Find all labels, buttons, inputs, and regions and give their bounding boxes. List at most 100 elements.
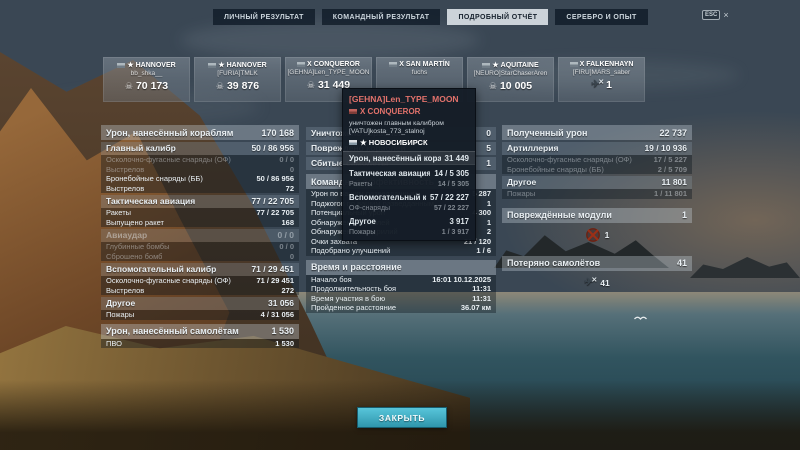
ship-flag-icon: [569, 62, 578, 67]
damage-value: 39 876: [226, 80, 260, 92]
ship-name-row: X CONQUEROR: [297, 61, 360, 68]
ship-tier: ★: [218, 62, 225, 69]
ship-flag-icon: [482, 62, 491, 68]
stat-row: Продолжительность боя 11:31: [306, 284, 496, 294]
tab-silver-and-xp[interactable]: СЕРЕБРО И ОПЫТ: [555, 9, 648, 25]
plane-lost-icon: ✈ ✕: [584, 276, 598, 288]
stat-label: Урон, нанесённый кораблям: [349, 153, 441, 163]
stat-label: Артиллерия: [507, 143, 559, 154]
stat-label: Выстрелов: [106, 183, 145, 193]
ship-card[interactable]: X FALKENHAYN [FIRU]MARS_saber ✈ ✕ 1: [558, 57, 645, 102]
stat-row: Вспомогательный калибр 71 / 29 451: [101, 262, 299, 276]
damage-skull-icon: ☠: [488, 80, 497, 91]
stat-row: Выпущено ракет 168: [101, 217, 299, 227]
stat-value: 11:31: [472, 284, 491, 294]
stat-label: Урон, нанесённый кораблям: [106, 127, 234, 138]
stat-row: Урон, нанесённый самолётам 1 530: [101, 323, 299, 339]
stat-value: 1: [486, 158, 491, 169]
stat-row: Пройденное расстояние 36.07 км: [306, 303, 496, 313]
stat-label: Другое: [349, 216, 376, 226]
ship-name-row: ★ AQUITAINE: [482, 61, 539, 69]
ship-flag-icon: [297, 62, 306, 67]
damage-value: 10 005: [499, 80, 533, 92]
tab-personal-result[interactable]: ЛИЧНЫЙ РЕЗУЛЬТАТ: [213, 9, 315, 25]
stat-label: Выстрелов: [106, 164, 145, 174]
report-tabs: ЛИЧНЫЙ РЕЗУЛЬТАТ КОМАНДНЫЙ РЕЗУЛЬТАТ ПОДРО…: [213, 9, 648, 25]
stat-value: 14 / 5 305: [434, 168, 469, 178]
stat-label: Очки захвата: [311, 236, 358, 246]
stat-label: Выстрелов: [106, 285, 145, 295]
stat-label: Тактическая авиация: [106, 196, 196, 207]
stat-label: ОФ-снаряды: [349, 204, 391, 212]
stat-row: Пожары 1 / 11 801: [502, 189, 692, 199]
stat-row: Повреждённые модули 1: [502, 207, 692, 223]
ship-flag-icon: [389, 62, 398, 67]
damage-value: 1: [606, 79, 612, 91]
esc-close-button[interactable]: ESC ×: [702, 10, 729, 20]
stat-value: 0: [289, 164, 294, 174]
kill-method-text: уничтожен главным калибром: [349, 120, 444, 127]
stat-value: 22 737: [659, 127, 687, 138]
player-name: [NEURO]StarChaserAren: [473, 70, 548, 77]
stat-label: Осколочно-фугасные снаряды (ОФ): [106, 276, 231, 286]
stat-value: 50 / 86 956: [251, 143, 294, 154]
close-button[interactable]: ЗАКРЫТЬ: [357, 407, 447, 428]
stat-value: 0 / 0: [279, 242, 294, 252]
stat-label: Время участия в бою: [311, 293, 386, 303]
stat-label: Бронебойные снаряды (ББ): [507, 164, 604, 174]
stat-row: Потеряно самолётов 41: [502, 255, 692, 271]
stat-value: 5 287: [472, 189, 491, 199]
stat-row: Главный калибр 50 / 86 956: [101, 141, 299, 155]
stat-value: 71 / 29 451: [256, 276, 294, 286]
stat-value: 11:31: [472, 293, 491, 303]
stat-row: Выстрелов 72: [101, 183, 299, 193]
ship-card[interactable]: ★ HANNOVER bb_shka__ ☠ 70 173: [103, 57, 190, 102]
damage-value: 70 173: [135, 80, 169, 92]
stat-row: Очки захвата 21 / 120: [306, 236, 496, 246]
ship-tier: ★: [492, 62, 499, 69]
stat-value: 1 / 11 801: [654, 189, 687, 199]
enemy-flag-icon: [349, 109, 357, 114]
stat-value: 72: [285, 183, 294, 193]
stat-label: Продолжительность боя: [311, 284, 397, 294]
stat-value: 77 / 22 705: [256, 208, 294, 218]
damage-value-row: ☠ 70 173: [125, 80, 168, 92]
ally-flag-icon: [349, 140, 357, 145]
stat-row: Начало боя 16:01 10.12.2025: [306, 274, 496, 284]
killer-ship-name: ★ НОВОСИБИРСК: [349, 138, 469, 147]
stat-value: 1 530: [275, 338, 294, 348]
stat-value: 1: [681, 210, 687, 220]
stat-row: Урон, нанесённый кораблям31 449: [343, 151, 475, 165]
stat-row: Осколочно-фугасные снаряды (ОФ) 0 / 0: [101, 155, 299, 165]
stat-row: Артиллерия 19 / 10 936: [502, 141, 692, 155]
stat-row: Пожары 1 / 3 917: [343, 227, 475, 237]
stat-row: Урон, нанесённый кораблям 170 168: [101, 125, 299, 140]
ship-name: AQUITAINE: [500, 61, 539, 69]
stat-value: 0 / 0: [279, 155, 294, 165]
stat-label: Потеряно самолётов: [507, 258, 601, 268]
damage-value-row: ☠ 39 876: [216, 80, 259, 92]
stat-row: ✈ ✕ 41: [502, 271, 692, 295]
close-icon: ×: [723, 9, 729, 20]
damage-value-row: ✈ ✕ 1: [591, 79, 612, 91]
ship-flag-icon: [208, 62, 217, 68]
damaged-module-icon: [585, 227, 601, 243]
ship-name-row: ★ HANNOVER: [208, 61, 267, 69]
stat-value: 71 / 29 451: [251, 264, 294, 275]
stat-row: Выстрелов 272: [101, 285, 299, 295]
ship-kill-tooltip: [GEHNA]Len_TYPE_MOON X CONQUEROR уничтож…: [342, 88, 476, 241]
enemy-ship-label: X CONQUEROR: [360, 107, 421, 116]
stat-row: Тактическая авиация 14 / 5 305: [343, 167, 475, 179]
ship-card[interactable]: ★ AQUITAINE [NEURO]StarChaserAren ☠ 10 005: [467, 57, 554, 102]
stat-value: 3 917: [449, 216, 469, 226]
ship-card[interactable]: ★ HANNOVER [FURIA]TMLK ☠ 39 876: [194, 57, 281, 102]
ship-name: HANNOVER: [226, 61, 267, 69]
tab-detailed-report[interactable]: ПОДРОБНЫЙ ОТЧЁТ: [447, 9, 549, 25]
stat-row: Бронебойные снаряды (ББ) 2 / 5 709: [502, 164, 692, 174]
tab-team-result[interactable]: КОМАНДНЫЙ РЕЗУЛЬТАТ: [321, 9, 441, 25]
stat-value: 1 / 3 917: [441, 228, 469, 236]
ship-card[interactable]: X CONQUEROR [GEHNA]Len_TYPE_MOON ☠ 31 449: [285, 57, 372, 102]
stat-label: Главный калибр: [106, 143, 176, 154]
stat-value: 77 / 22 705: [251, 196, 294, 207]
stat-label: Пожары: [106, 310, 135, 320]
